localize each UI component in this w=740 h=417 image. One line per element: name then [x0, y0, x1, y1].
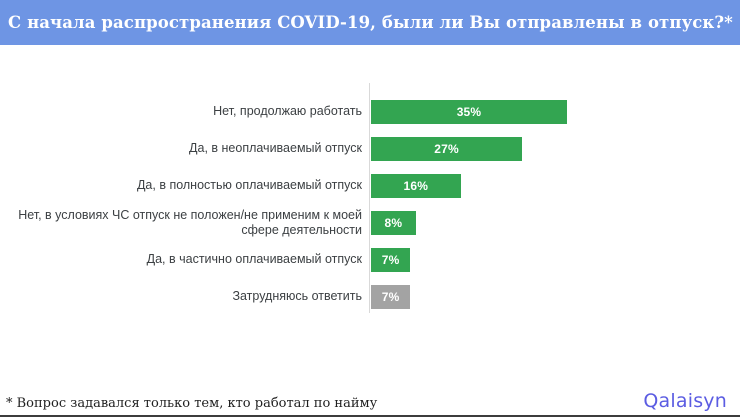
bar: 35% [371, 99, 567, 124]
category-label: Да, в неоплачиваемый отпуск [189, 141, 362, 155]
bar-area: 8% [371, 210, 740, 235]
footnote: * Вопрос задавался только тем, кто работ… [6, 396, 378, 411]
value-label: 7% [381, 289, 400, 304]
category-label: Да, в полностью оплачиваемый отпуск [136, 178, 362, 192]
category-label: Нет, в условиях ЧС отпуск не положен/не … [18, 207, 362, 237]
category-label: Затрудняюсь ответить [232, 289, 362, 303]
bar-area: 7% [371, 284, 740, 309]
bar-area: 7% [371, 247, 740, 272]
value-label: 8% [384, 215, 403, 230]
bar: 7% [371, 247, 411, 272]
bar: 16% [371, 173, 461, 198]
value-label: 27% [434, 141, 459, 156]
chart-row: Да, в неоплачиваемый отпуск 27% [0, 130, 740, 167]
chart-row: Нет, в условиях ЧС отпуск не положен/не … [0, 204, 740, 241]
chart-row: Да, в полностью оплачиваемый отпуск 16% [0, 167, 740, 204]
chart-row: Да, в частично оплачиваемый отпуск 7% [0, 241, 740, 278]
bar: 7% [371, 284, 411, 309]
chart-row: Нет, продолжаю работать 35% [0, 93, 740, 130]
bar-chart: Нет, продолжаю работать 35% Да, в неоплачи… [0, 93, 740, 315]
bar-area: 27% [371, 136, 740, 161]
chart-axis-line [369, 83, 370, 313]
value-label: 16% [403, 178, 429, 193]
qalaisyn-logo: Qalaisyn [643, 390, 727, 412]
page-title: С начала распространения COVID-19, были … [8, 13, 733, 32]
category-label: Нет, продолжаю работать [213, 104, 362, 118]
title-bar: С начала распространения COVID-19, были … [0, 0, 740, 45]
bar-area: 35% [371, 99, 740, 124]
category-label: Да, в частично оплачиваемый отпуск [146, 252, 362, 266]
value-label: 35% [456, 104, 482, 119]
bar: 27% [371, 136, 523, 161]
chart-row: Затрудняюсь ответить 7% [0, 278, 740, 315]
value-label: 7% [381, 252, 400, 267]
bar-area: 16% [371, 173, 740, 198]
bar: 8% [371, 210, 416, 235]
